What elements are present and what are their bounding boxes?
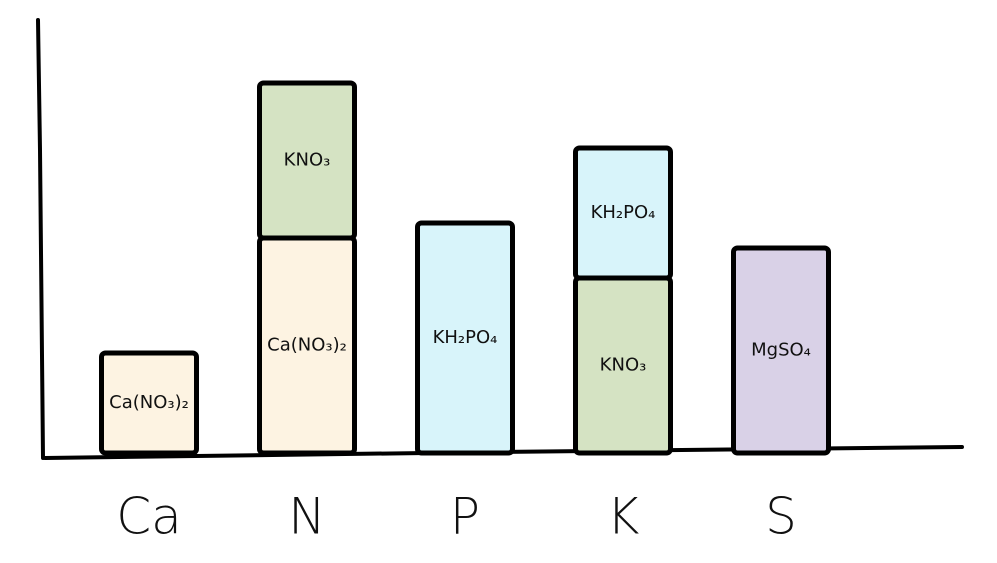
segment-label: MgSO₄ <box>751 340 811 361</box>
segment-label: KNO₃ <box>284 150 331 171</box>
bar-segment <box>731 245 831 456</box>
bar-segment <box>257 80 357 241</box>
bar-segment <box>415 220 515 456</box>
bar-segment <box>99 350 199 456</box>
bar-segment <box>573 145 673 281</box>
x-tick-label: P <box>450 488 480 546</box>
y-axis <box>36 18 45 460</box>
segment-label: Ca(NO₃)₂ <box>109 392 189 413</box>
segment-label: KH₂PO₄ <box>591 202 656 223</box>
x-tick-label: N <box>288 488 325 546</box>
x-tick-label: S <box>765 488 797 546</box>
x-tick-label: K <box>607 488 640 546</box>
segment-label: KH₂PO₄ <box>433 327 498 348</box>
segment-label: Ca(NO₃)₂ <box>267 335 347 356</box>
segment-label: KNO₃ <box>600 355 647 376</box>
x-tick-label: Ca <box>116 488 182 546</box>
